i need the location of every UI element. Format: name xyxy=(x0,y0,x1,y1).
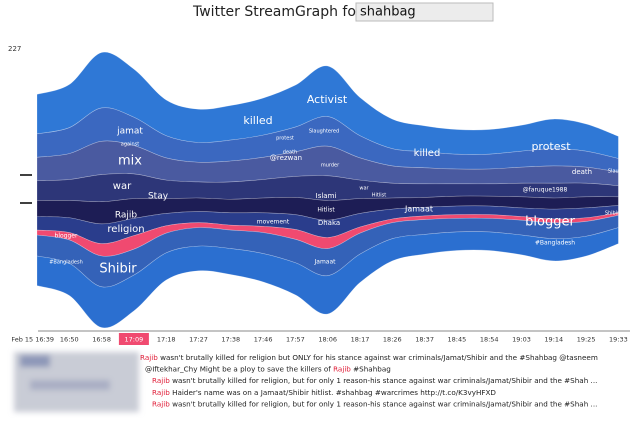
x-tick-label[interactable]: Feb 15 16:39 xyxy=(11,336,54,344)
tweet-text: wasn't brutally killed for religion, but… xyxy=(170,376,598,385)
x-tick-label[interactable]: 17:46 xyxy=(254,336,273,344)
x-tick-label[interactable]: 19:14 xyxy=(544,336,563,344)
stream-layer[interactable] xyxy=(36,212,619,257)
stream-label[interactable]: mix xyxy=(118,154,142,169)
title: Twitter StreamGraph for xyxy=(192,4,362,20)
stream-label[interactable]: murder xyxy=(321,163,340,169)
stream-label[interactable]: against xyxy=(121,142,139,148)
stream-label[interactable]: Jamaat xyxy=(404,205,433,214)
x-tick-label[interactable]: 17:09 xyxy=(125,336,144,344)
stream-label[interactable]: #Bangladesh xyxy=(535,240,575,247)
stream-label[interactable]: movement xyxy=(257,219,290,226)
x-tick-label[interactable]: 16:58 xyxy=(92,336,111,344)
x-tick-label[interactable]: 17:57 xyxy=(286,336,305,344)
tweet-text: #Shahbag xyxy=(351,365,391,374)
search-input[interactable] xyxy=(355,2,494,22)
stream-label[interactable]: #Bangladesh xyxy=(49,260,83,266)
stream-label[interactable]: blogger xyxy=(525,215,575,230)
stream-label[interactable]: death xyxy=(283,150,297,156)
stream-label[interactable]: death xyxy=(572,168,592,176)
tweet: Rajib wasn't brutally killed for religio… xyxy=(152,399,597,408)
stream-label[interactable]: Jamaat xyxy=(314,259,337,266)
tweet-keyword: Rajib xyxy=(152,399,170,408)
x-tick-label[interactable]: 18:54 xyxy=(480,336,499,344)
stream-label[interactable]: @rezwan xyxy=(270,154,302,162)
blurred-users xyxy=(14,352,139,412)
stream-label[interactable]: Shibir xyxy=(605,211,620,217)
tweet-keyword: Rajib xyxy=(152,388,170,397)
x-tick-label[interactable]: 18:37 xyxy=(415,336,434,344)
stream-label[interactable]: Activist xyxy=(307,93,348,106)
x-tick-label[interactable]: 17:27 xyxy=(189,336,208,344)
tweet: Rajib Haider's name was on a Jamaat/Shib… xyxy=(152,388,496,397)
stream-label[interactable]: killed xyxy=(243,114,272,127)
stream-layer[interactable] xyxy=(36,227,619,329)
tweet-text: Haider's name was on a Jamaat/Shibir hit… xyxy=(170,388,497,397)
tweet-keyword: Rajib xyxy=(333,365,351,374)
stream-label[interactable]: Slaughter xyxy=(608,169,633,175)
stream-label[interactable]: blogger xyxy=(55,233,78,240)
x-axis-labels: Feb 15 16:39 16:50 16:58 17:09 17:18 17:27 17:… xyxy=(11,333,628,345)
stream-label[interactable]: protest xyxy=(531,140,571,153)
x-tick-label[interactable]: 19:33 xyxy=(609,336,628,344)
x-tick-label[interactable]: 18:26 xyxy=(383,336,402,344)
y-tick-label: 227 xyxy=(8,45,21,53)
stream-labels: Activist killed jamat against mix war Stay Raji… xyxy=(49,93,633,277)
stream-label[interactable]: killed xyxy=(414,148,441,159)
stream-label[interactable]: religion xyxy=(107,224,144,235)
stream-layer[interactable] xyxy=(36,173,619,203)
stream-label[interactable]: Dhaka xyxy=(318,219,340,227)
search-text[interactable]: shahbag xyxy=(360,5,416,20)
stream-label[interactable]: war xyxy=(113,181,132,192)
stream-label[interactable]: Shibir xyxy=(99,262,137,277)
x-tick-label[interactable]: 16:50 xyxy=(60,336,79,344)
x-tick-label[interactable]: 19:25 xyxy=(577,336,596,344)
stream-label[interactable]: Hitlist xyxy=(317,207,335,214)
tweet-text: wasn't brutally killed for religion, but… xyxy=(170,399,598,408)
stream-label[interactable]: Hitlist xyxy=(372,193,386,199)
stream-layer[interactable] xyxy=(36,205,619,244)
tweet-list: Rajib wasn't brutally killed for religio… xyxy=(140,353,598,408)
streams xyxy=(36,51,619,329)
stream-label[interactable]: jamat xyxy=(116,127,143,137)
tweet-keyword: Rajib xyxy=(152,376,170,385)
tweet-text: @Iftekhar_Chy Might be a ploy to save th… xyxy=(145,365,333,374)
tweet-text: wasn't brutally killed for religion but … xyxy=(158,353,598,362)
stream-label[interactable]: @faruque1988 xyxy=(523,187,568,194)
x-tick-label[interactable]: 18:17 xyxy=(351,336,370,344)
tweet: Rajib wasn't brutally killed for religio… xyxy=(140,353,598,362)
stream-label[interactable]: Slaughtered xyxy=(309,129,339,135)
x-tick-label[interactable]: 19:03 xyxy=(512,336,531,344)
stream-label[interactable]: protest xyxy=(276,136,294,142)
x-tick-label[interactable]: 17:18 xyxy=(157,336,176,344)
x-tick-label[interactable]: 18:45 xyxy=(448,336,467,344)
stream-label[interactable]: Rajib xyxy=(115,211,138,221)
x-tick-label[interactable]: 17:38 xyxy=(221,336,240,344)
x-tick-label[interactable]: 18:06 xyxy=(318,336,337,344)
tweet-keyword: Rajib xyxy=(140,353,158,362)
stream-layer[interactable] xyxy=(36,214,619,288)
tweet: Rajib wasn't brutally killed for religio… xyxy=(152,376,597,385)
stream-label[interactable]: Islami xyxy=(316,192,337,200)
stream-label[interactable]: war xyxy=(359,186,369,192)
tweet: @Iftekhar_Chy Might be a ploy to save th… xyxy=(145,365,391,374)
stream-label[interactable]: Stay xyxy=(148,192,169,202)
stream-layer[interactable] xyxy=(36,51,619,159)
selected-time[interactable] xyxy=(118,333,149,345)
